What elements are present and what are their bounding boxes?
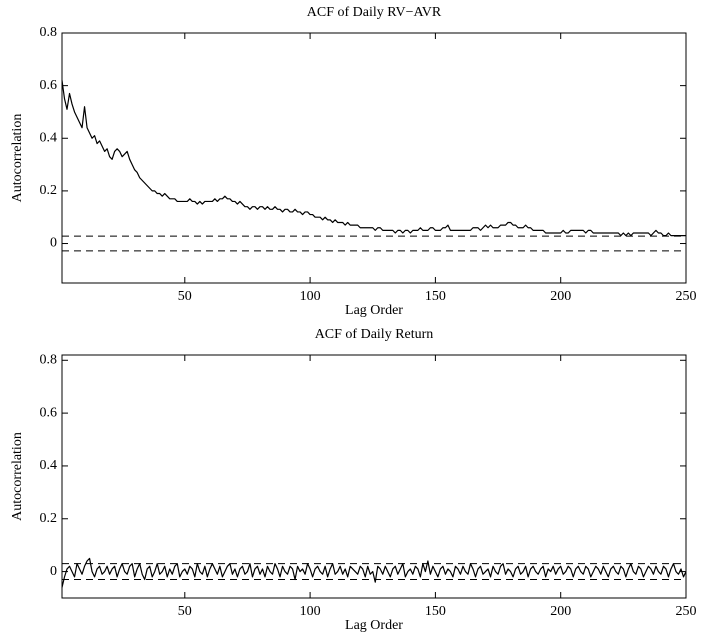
x-axis-label: Lag Order bbox=[345, 303, 403, 318]
x-tick-label: 100 bbox=[300, 604, 321, 619]
y-tick-label: 0 bbox=[50, 236, 57, 251]
y-tick-label: 0.6 bbox=[40, 405, 58, 420]
y-tick-label: 0.8 bbox=[40, 25, 58, 40]
x-axis-label: Lag Order bbox=[345, 618, 403, 633]
x-tick-label: 150 bbox=[425, 604, 446, 619]
x-tick-label: 200 bbox=[550, 289, 571, 304]
y-axis-label: Autocorrelation bbox=[10, 114, 25, 203]
chart-title: ACF of Daily RV−AVR bbox=[307, 5, 442, 20]
x-tick-label: 200 bbox=[550, 604, 571, 619]
plot-frame bbox=[61, 32, 687, 284]
y-tick-label: 0.4 bbox=[40, 458, 58, 473]
y-tick-label: 0.2 bbox=[40, 183, 58, 198]
acf-line bbox=[61, 557, 687, 588]
x-tick-label: 50 bbox=[178, 289, 192, 304]
x-tick-label: 150 bbox=[425, 289, 446, 304]
acf-line bbox=[61, 80, 686, 237]
y-tick-label: 0.8 bbox=[40, 353, 58, 368]
y-axis-label: Autocorrelation bbox=[10, 432, 25, 521]
plot-frame bbox=[61, 354, 687, 599]
y-tick-label: 0.6 bbox=[40, 78, 58, 93]
y-tick-label: 0.2 bbox=[40, 511, 58, 526]
x-tick-label: 250 bbox=[676, 289, 697, 304]
y-tick-label: 0 bbox=[50, 564, 57, 579]
x-tick-label: 250 bbox=[676, 604, 697, 619]
x-tick-label: 100 bbox=[300, 289, 321, 304]
x-tick-label: 50 bbox=[178, 604, 192, 619]
y-tick-label: 0.4 bbox=[40, 130, 58, 145]
chart-title: ACF of Daily Return bbox=[315, 327, 434, 342]
